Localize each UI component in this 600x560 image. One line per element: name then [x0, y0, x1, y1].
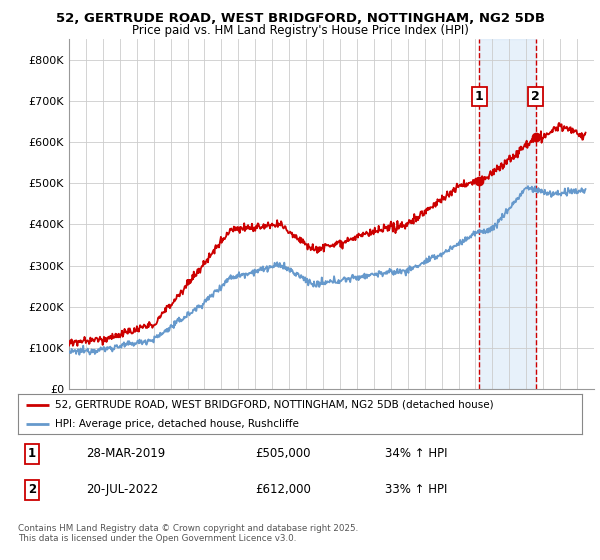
Text: £612,000: £612,000 [255, 483, 311, 496]
Text: 28-MAR-2019: 28-MAR-2019 [86, 447, 165, 460]
Text: 52, GERTRUDE ROAD, WEST BRIDGFORD, NOTTINGHAM, NG2 5DB: 52, GERTRUDE ROAD, WEST BRIDGFORD, NOTTI… [56, 12, 545, 25]
Text: 33% ↑ HPI: 33% ↑ HPI [385, 483, 447, 496]
Text: Contains HM Land Registry data © Crown copyright and database right 2025.
This d: Contains HM Land Registry data © Crown c… [18, 524, 358, 543]
Text: 52, GERTRUDE ROAD, WEST BRIDGFORD, NOTTINGHAM, NG2 5DB (detached house): 52, GERTRUDE ROAD, WEST BRIDGFORD, NOTTI… [55, 400, 493, 410]
Text: Price paid vs. HM Land Registry's House Price Index (HPI): Price paid vs. HM Land Registry's House … [131, 24, 469, 36]
Text: 2: 2 [531, 90, 540, 104]
Text: 20-JUL-2022: 20-JUL-2022 [86, 483, 158, 496]
Text: 1: 1 [475, 90, 484, 104]
Text: £505,000: £505,000 [255, 447, 310, 460]
Text: 1: 1 [28, 447, 36, 460]
Bar [479, 39, 536, 389]
Text: 2: 2 [28, 483, 36, 496]
Text: 34% ↑ HPI: 34% ↑ HPI [385, 447, 447, 460]
Text: HPI: Average price, detached house, Rushcliffe: HPI: Average price, detached house, Rush… [55, 419, 299, 429]
